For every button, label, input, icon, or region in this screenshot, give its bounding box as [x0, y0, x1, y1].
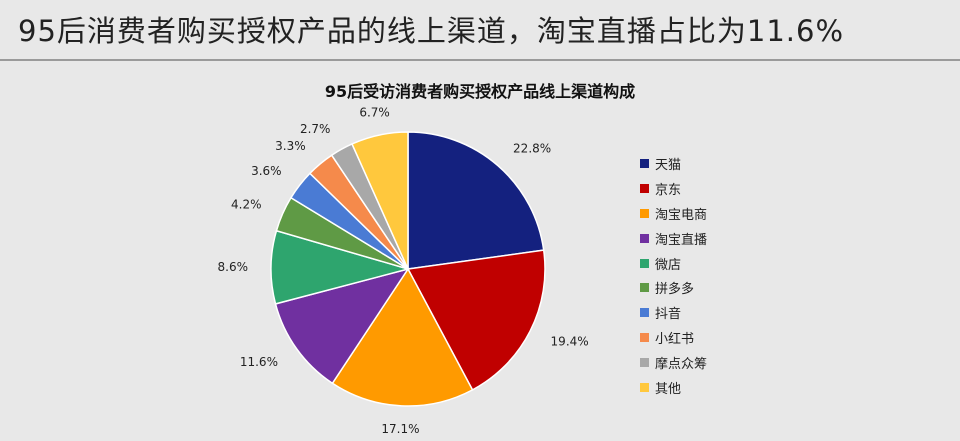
slice-label: 4.2% [231, 198, 262, 212]
legend-label: 摩点众筹 [655, 357, 708, 373]
legend-swatch [640, 382, 649, 392]
slice-label: 2.7% [300, 122, 331, 136]
legend-label: 其他 [655, 381, 682, 397]
slice-label: 19.4% [551, 335, 589, 349]
slice-label: 8.6% [218, 260, 249, 274]
legend-swatch [640, 158, 649, 168]
legend-label: 拼多多 [655, 282, 695, 298]
legend-swatch [640, 358, 649, 368]
legend-label: 小红书 [655, 332, 695, 348]
slice-label: 3.6% [251, 164, 282, 178]
pie-slice [331, 267, 474, 407]
legend-item: 拼多多 [640, 275, 770, 300]
legend-item: 抖音 [640, 300, 770, 325]
legend-label: 微店 [655, 257, 682, 273]
legend-item: 京东 [640, 176, 770, 201]
legend-item: 小红书 [640, 325, 770, 350]
chart-legend: 天猫京东淘宝电商淘宝直播微店拼多多抖音小红书摩点众筹其他 [640, 151, 770, 400]
legend-item: 淘宝直播 [640, 226, 770, 251]
slice-label: 11.6% [240, 355, 278, 369]
legend-label: 天猫 [655, 157, 682, 173]
chart-title: 95后受访消费者购买授权产品线上渠道构成 [324, 82, 636, 101]
legend-swatch [640, 308, 649, 318]
legend-swatch [640, 333, 649, 343]
legend-label: 京东 [655, 182, 682, 198]
pie-slice [406, 249, 546, 391]
legend-swatch [640, 208, 649, 218]
legend-item: 其他 [640, 375, 770, 400]
legend-swatch [640, 183, 649, 193]
legend-swatch [640, 258, 649, 268]
pie-slice [407, 131, 545, 270]
slice-label: 3.3% [275, 139, 306, 153]
legend-item: 淘宝电商 [640, 201, 770, 226]
legend-label: 淘宝直播 [655, 232, 708, 248]
legend-swatch [640, 233, 649, 243]
title-divider [0, 59, 960, 61]
page-title: 95后消费者购买授权产品的线上渠道，淘宝直播占比为11.6% [18, 14, 845, 48]
legend-item: 微店 [640, 251, 770, 276]
legend-item: 摩点众筹 [640, 350, 770, 375]
pie-slice [274, 267, 410, 385]
pie-slice [351, 131, 409, 270]
legend-swatch [640, 283, 649, 293]
legend-label: 淘宝电商 [655, 207, 708, 223]
slice-label: 6.7% [359, 106, 390, 120]
slice-label: 22.8% [513, 141, 551, 155]
page-header: 95后消费者购买授权产品的线上渠道，淘宝直播占比为11.6% [0, 0, 960, 61]
legend-item: 天猫 [640, 151, 770, 176]
slice-label: 17.1% [381, 422, 419, 436]
legend-label: 抖音 [655, 307, 682, 323]
